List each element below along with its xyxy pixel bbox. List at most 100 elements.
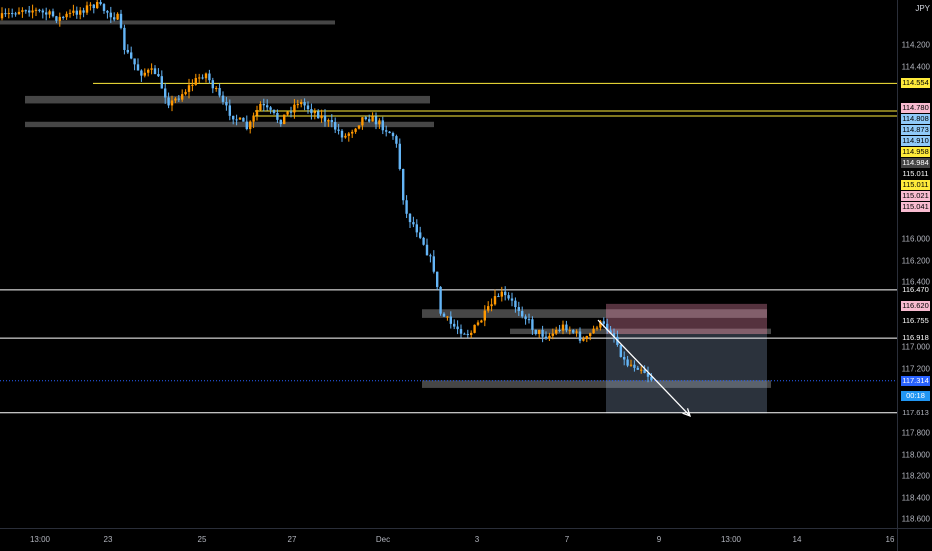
candle-body bbox=[487, 306, 490, 311]
candle-body bbox=[334, 122, 337, 130]
candle-body bbox=[0, 13, 4, 19]
candle-body bbox=[187, 85, 191, 92]
candle-body bbox=[415, 224, 418, 233]
candle-body bbox=[170, 100, 174, 106]
candle-body bbox=[453, 323, 456, 327]
candle-body bbox=[483, 310, 486, 321]
candle-body bbox=[174, 98, 177, 101]
candle-body bbox=[412, 222, 415, 225]
chart-canvas[interactable] bbox=[0, 0, 897, 528]
sr-zone-4 bbox=[510, 328, 771, 335]
candle-body bbox=[521, 311, 524, 317]
candle-body bbox=[572, 330, 575, 333]
candle-body bbox=[96, 2, 99, 9]
candle-body bbox=[4, 13, 7, 15]
candle-body bbox=[283, 114, 286, 125]
projection-arrow-head bbox=[682, 408, 692, 418]
sr-zone-2 bbox=[25, 121, 434, 128]
candle-body bbox=[279, 119, 282, 125]
yellow-level-label: 114.554 bbox=[901, 78, 930, 89]
candle-body bbox=[58, 16, 61, 21]
candle-body bbox=[405, 200, 408, 214]
candle-body bbox=[650, 376, 653, 381]
candle-body bbox=[38, 9, 41, 11]
candle-body bbox=[289, 111, 293, 113]
price-tick: 118.200 bbox=[901, 471, 930, 481]
candle-body bbox=[143, 72, 146, 76]
time-tick: 3 bbox=[474, 535, 480, 544]
candle-body bbox=[68, 12, 72, 14]
candle-body bbox=[643, 369, 646, 373]
candle-body bbox=[514, 300, 517, 308]
time-tick: 23 bbox=[103, 535, 113, 544]
candle-body bbox=[31, 10, 34, 13]
candle-body bbox=[34, 9, 38, 11]
candle-body bbox=[555, 329, 558, 334]
candle-body bbox=[561, 324, 565, 331]
candle-body bbox=[306, 105, 310, 110]
candle-body bbox=[106, 10, 109, 13]
candle-body bbox=[531, 319, 534, 330]
sr-zone-3 bbox=[422, 309, 767, 318]
candle-body bbox=[21, 10, 24, 12]
candle-body bbox=[361, 117, 364, 126]
price-scale[interactable]: 114.200 114.400 116.000 116.200 116.400 117.0… bbox=[897, 0, 932, 550]
price-tick: 116.000 bbox=[901, 234, 930, 244]
candle-body bbox=[558, 329, 561, 331]
candle-body bbox=[589, 333, 592, 337]
time-tick: 9 bbox=[656, 535, 662, 544]
candle-body bbox=[344, 135, 347, 138]
chart-plot[interactable] bbox=[0, 0, 897, 528]
candle-body bbox=[425, 244, 429, 256]
candle-body bbox=[517, 307, 520, 312]
candle-body bbox=[259, 103, 262, 111]
candle-body bbox=[62, 16, 65, 18]
last-price-label: 117.314 bbox=[901, 375, 930, 386]
time-tick: 16 bbox=[885, 535, 895, 544]
candle-body bbox=[544, 336, 548, 339]
candle-body bbox=[320, 115, 323, 119]
price-tag-label: 114.910 bbox=[901, 135, 930, 146]
candle-body bbox=[602, 321, 605, 324]
price-tag-label: 114.984 bbox=[901, 157, 930, 168]
candle-body bbox=[432, 256, 435, 272]
price-tag-label: 114.780 bbox=[901, 102, 930, 113]
candle-body bbox=[402, 168, 405, 201]
candle-body bbox=[300, 102, 303, 105]
candle-body bbox=[439, 286, 442, 314]
candle-body bbox=[500, 291, 503, 297]
candle-body bbox=[79, 10, 82, 15]
price-tick: 118.400 bbox=[901, 493, 930, 503]
candle-body bbox=[371, 116, 374, 122]
candle-body bbox=[255, 110, 259, 116]
candle-body bbox=[7, 13, 10, 15]
candle-body bbox=[429, 255, 432, 257]
price-tick: 118.600 bbox=[901, 514, 930, 524]
candle-body bbox=[480, 320, 483, 323]
price-tag-label: 114.958 bbox=[901, 146, 930, 157]
candle-body bbox=[232, 115, 235, 120]
price-tag-label: 115.011 bbox=[901, 179, 930, 190]
time-tick: 13:00 bbox=[720, 535, 742, 544]
candle-body bbox=[388, 131, 391, 134]
candle-body bbox=[235, 119, 238, 121]
candle-body bbox=[238, 117, 242, 120]
candle-body bbox=[541, 329, 544, 337]
candle-body bbox=[497, 296, 500, 298]
candle-body bbox=[215, 88, 218, 90]
time-scale[interactable]: 13:00 23 25 27 Dec 3 7 9 13:00 14 16 bbox=[0, 528, 897, 551]
price-tag-label: 114.873 bbox=[901, 124, 930, 135]
candle-body bbox=[398, 143, 401, 169]
candle-body bbox=[527, 319, 531, 321]
candle-body bbox=[150, 68, 153, 70]
candle-body bbox=[578, 331, 582, 341]
candle-body bbox=[102, 4, 106, 11]
candle-body bbox=[266, 105, 269, 108]
candle-body bbox=[317, 111, 320, 119]
candle-body bbox=[249, 121, 252, 130]
candle-body bbox=[89, 4, 92, 6]
candle-body bbox=[592, 328, 595, 334]
candle-body bbox=[313, 111, 316, 114]
candle-body bbox=[459, 329, 463, 334]
candle-body bbox=[351, 131, 354, 134]
